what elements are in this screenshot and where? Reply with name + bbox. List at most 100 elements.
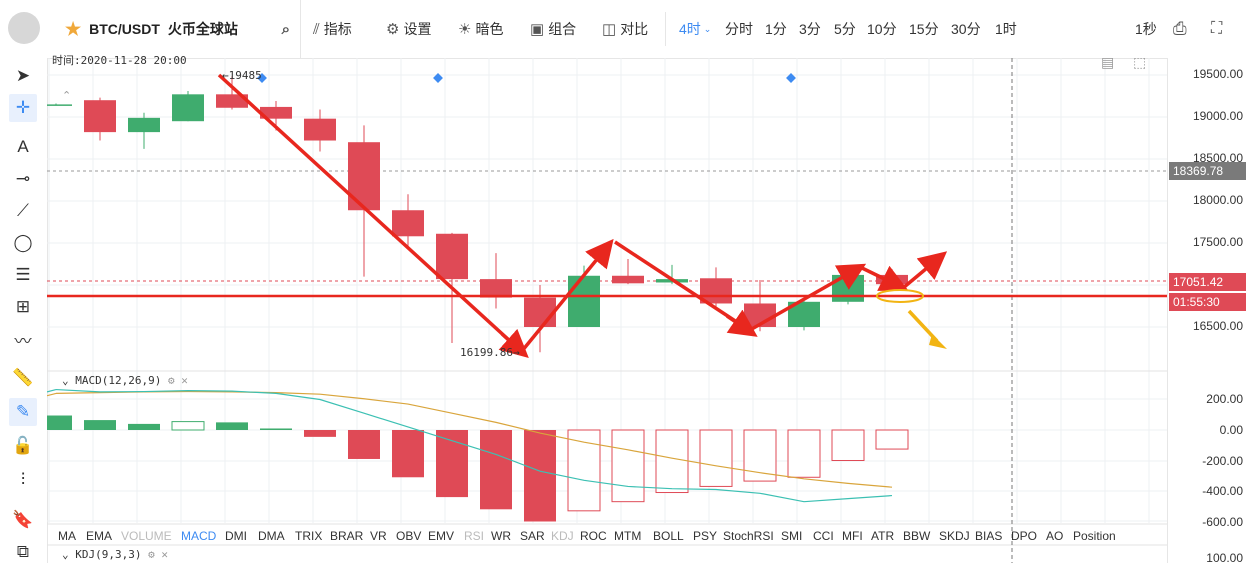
compare-button[interactable]: ◫ 对比 bbox=[602, 0, 648, 58]
indicator-tab-mtm[interactable]: MTM bbox=[614, 529, 642, 543]
indicator-tab-cci[interactable]: CCI bbox=[813, 529, 834, 543]
countdown-setting[interactable]: 1秒 bbox=[1135, 21, 1157, 37]
indicator-tab-roc[interactable]: ROC bbox=[580, 529, 607, 543]
indicator-tab-obv[interactable]: OBV bbox=[396, 529, 422, 543]
pen-icon[interactable]: ✎ bbox=[9, 398, 37, 426]
crosshair-icon[interactable]: ✛ bbox=[9, 94, 37, 122]
lock-icon[interactable]: 🔓 bbox=[12, 436, 34, 455]
dark-mode-button[interactable]: ☀ 暗色 bbox=[458, 0, 503, 58]
indicator-tab-mfi[interactable]: MFI bbox=[842, 529, 863, 543]
indicator-tab-smi[interactable]: SMI bbox=[781, 529, 803, 543]
magnet-icon[interactable]: ⫶ bbox=[20, 470, 26, 489]
indicator-tab-trix[interactable]: TRIX bbox=[295, 529, 323, 543]
candle-body[interactable] bbox=[480, 279, 512, 298]
indicator-tab-boll[interactable]: BOLL bbox=[653, 529, 684, 543]
trend-arrow bbox=[901, 251, 948, 290]
panel-expand-icon[interactable]: ⬚ bbox=[1133, 54, 1147, 70]
circle-icon[interactable]: ◯ bbox=[13, 233, 33, 252]
indicator-tab-dma[interactable]: DMA bbox=[258, 529, 285, 543]
macd-close-icon[interactable]: ✕ bbox=[181, 374, 188, 387]
interval-3m[interactable]: 3分 bbox=[799, 21, 821, 37]
parallel-lines-icon[interactable]: ☰ bbox=[15, 265, 31, 284]
candle-body[interactable] bbox=[524, 297, 556, 327]
indicator-tab-rsi[interactable]: RSI bbox=[464, 529, 485, 543]
indicator-tab-emv[interactable]: EMV bbox=[428, 529, 455, 543]
settings-button[interactable]: ⚙ 设置 bbox=[386, 0, 431, 58]
search-icon[interactable]: ⌕ bbox=[281, 20, 290, 38]
indicator-tab-skdj[interactable]: SKDJ bbox=[939, 529, 970, 543]
divider bbox=[665, 12, 666, 46]
price-tick: 18000.00 bbox=[1192, 193, 1243, 207]
indicator-tab-atr[interactable]: ATR bbox=[871, 529, 895, 543]
indicator-tab-volume[interactable]: VOLUME bbox=[121, 529, 172, 543]
symbol-selector[interactable]: ★ BTC/USDT 火币全球站 ⌕ bbox=[55, 0, 301, 58]
indicator-tab-wr[interactable]: WR bbox=[491, 529, 511, 543]
interval-1m[interactable]: 1分 bbox=[765, 21, 787, 37]
candle-body[interactable] bbox=[348, 142, 380, 211]
collapse-icon[interactable]: ⌃ bbox=[62, 90, 72, 102]
candle-body[interactable] bbox=[84, 100, 116, 133]
candle-body[interactable] bbox=[568, 275, 600, 327]
indicator-tab-ma[interactable]: MA bbox=[58, 529, 76, 543]
chevron-down-icon: ⌄ bbox=[703, 23, 712, 34]
candle-body[interactable] bbox=[128, 117, 160, 133]
wave-icon[interactable]: 〰 bbox=[14, 331, 32, 351]
macd-bar bbox=[875, 429, 909, 450]
horizontal-line-icon[interactable]: ⊸ bbox=[15, 169, 31, 188]
indicator-tab-sar[interactable]: SAR bbox=[520, 529, 545, 543]
interval-4h[interactable]: 4时 ⌄ bbox=[679, 0, 711, 58]
interval-1h[interactable]: 1时 bbox=[995, 21, 1017, 37]
kdj-tick: 100.00 bbox=[1206, 551, 1243, 565]
indicators-button[interactable]: ⫽ 指标 bbox=[313, 0, 352, 58]
combo-label: 组合 bbox=[548, 21, 577, 37]
indicator-tab-position[interactable]: Position bbox=[1073, 529, 1116, 543]
interval-10m[interactable]: 10分 bbox=[867, 21, 897, 37]
camera-icon[interactable]: ⎙ bbox=[1173, 19, 1187, 38]
trend-line-icon[interactable]: ⟋ bbox=[17, 201, 29, 220]
indicator-tab-dpo[interactable]: DPO bbox=[1011, 529, 1038, 543]
interval-30m[interactable]: 30分 bbox=[951, 21, 981, 37]
candle-body[interactable] bbox=[392, 210, 424, 237]
panel-settings-icon[interactable]: ▤ bbox=[1101, 54, 1115, 70]
text-icon[interactable]: A bbox=[17, 137, 29, 156]
star-icon[interactable]: ★ bbox=[65, 18, 82, 39]
indicator-tab-vr[interactable]: VR bbox=[370, 529, 387, 543]
indicator-tab-macd[interactable]: MACD bbox=[181, 529, 217, 543]
candle-body[interactable] bbox=[304, 118, 336, 141]
macd-bar bbox=[260, 428, 292, 430]
candle-body[interactable] bbox=[172, 94, 204, 122]
indicator-tab-bbw[interactable]: BBW bbox=[903, 529, 931, 543]
candle-body[interactable] bbox=[216, 94, 248, 108]
indicator-tab-stochrsi[interactable]: StochRSI bbox=[723, 529, 774, 543]
indicator-tab-ema[interactable]: EMA bbox=[86, 529, 113, 543]
indicator-tab-brar[interactable]: BRAR bbox=[330, 529, 364, 543]
fullscreen-icon[interactable]: ⛶ bbox=[1211, 20, 1223, 37]
kdj-settings-icon[interactable]: ⚙ bbox=[148, 548, 155, 561]
indicator-tab-ao[interactable]: AO bbox=[1046, 529, 1064, 543]
interval-5m[interactable]: 5分 bbox=[834, 21, 856, 37]
layers-icon[interactable]: ⧉ bbox=[16, 542, 30, 561]
indicator-tab-bias[interactable]: BIAS bbox=[975, 529, 1003, 543]
macd-tick: -600.00 bbox=[1202, 515, 1243, 529]
ruler-icon[interactable]: 📏 bbox=[12, 368, 34, 387]
indicator-tab-kdj[interactable]: KDJ bbox=[551, 529, 574, 543]
event-marker[interactable] bbox=[786, 73, 796, 83]
indicator-tab-dmi[interactable]: DMI bbox=[225, 529, 247, 543]
price-chart[interactable] bbox=[47, 58, 1167, 563]
candle-body[interactable] bbox=[47, 104, 72, 106]
fib-icon[interactable]: ⊞ bbox=[15, 297, 31, 316]
price-axis: 19500.00 19000.00 18500.00 18000.00 1750… bbox=[1167, 58, 1246, 565]
bookmark-icon[interactable]: 🔖 bbox=[12, 510, 34, 529]
candle-body[interactable] bbox=[612, 275, 644, 284]
indicator-tab-psy[interactable]: PSY bbox=[693, 529, 718, 543]
interval-timeline[interactable]: 分时 bbox=[725, 21, 753, 37]
interval-15m[interactable]: 15分 bbox=[909, 21, 939, 37]
candle-body[interactable] bbox=[436, 233, 468, 280]
cursor-icon[interactable]: ➤ bbox=[15, 66, 31, 85]
macd-settings-icon[interactable]: ⚙ bbox=[167, 374, 175, 387]
macd-bar bbox=[743, 429, 777, 482]
candle-body[interactable] bbox=[260, 106, 292, 119]
dark-label: 暗色 bbox=[475, 21, 504, 37]
kdj-close-icon[interactable]: ✕ bbox=[161, 548, 168, 561]
combo-button[interactable]: ▣ 组合 bbox=[530, 0, 576, 58]
